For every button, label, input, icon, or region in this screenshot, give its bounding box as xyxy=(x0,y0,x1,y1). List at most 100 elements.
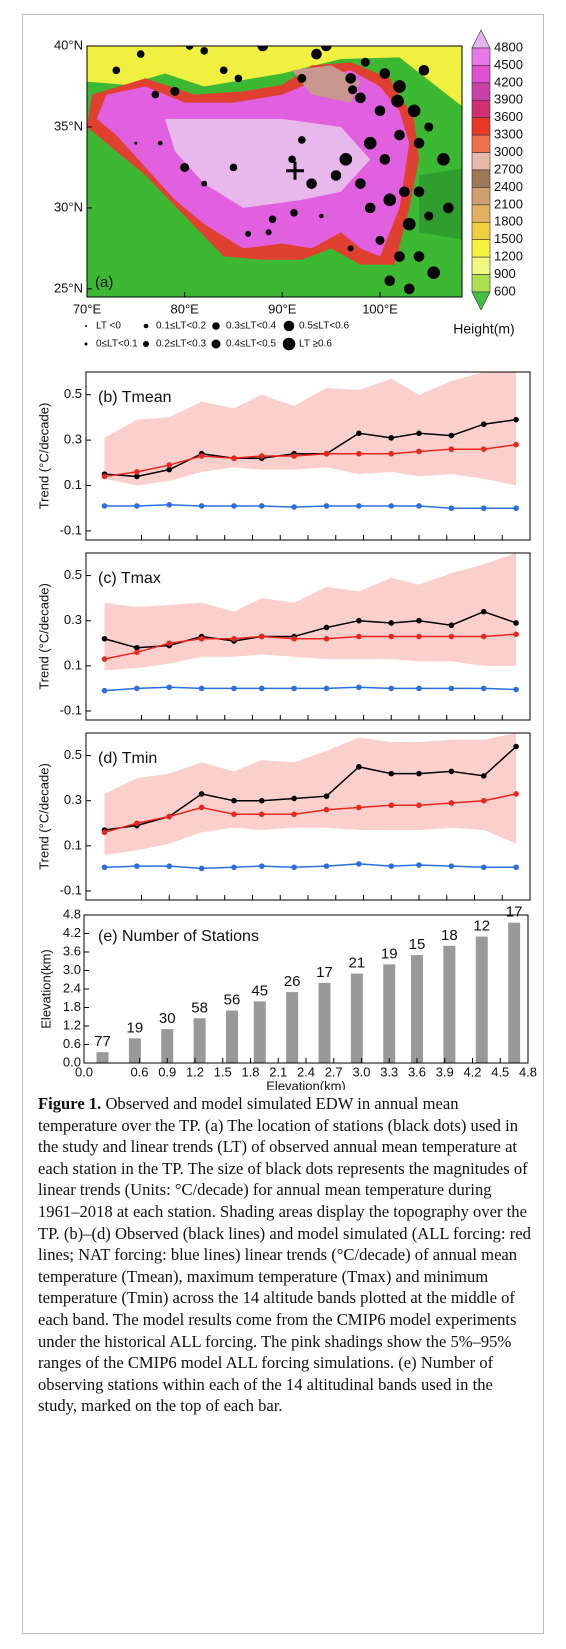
series-point xyxy=(449,622,455,628)
x-tick-label: 2.7 xyxy=(325,1064,343,1079)
y-tick-label: 1.2 xyxy=(63,1017,81,1032)
series-point xyxy=(481,505,487,511)
station-dot xyxy=(394,251,405,262)
station-dot xyxy=(201,181,207,187)
series-line xyxy=(105,505,517,508)
series-point xyxy=(449,446,455,452)
series-point xyxy=(388,771,394,777)
station-dot xyxy=(112,66,120,74)
colorbar-label: 2100 xyxy=(494,196,523,211)
x-tick-label: 2.4 xyxy=(297,1064,315,1079)
series-point xyxy=(166,462,172,468)
station-dot xyxy=(306,178,317,189)
series-point xyxy=(324,863,330,869)
series-point xyxy=(199,805,205,811)
panel-label: (a) xyxy=(95,274,113,291)
x-tick-label: 3.9 xyxy=(436,1064,454,1079)
station-dot xyxy=(230,164,238,172)
colorbar-label: 4500 xyxy=(494,57,523,72)
bar xyxy=(319,983,331,1063)
bar-count: 19 xyxy=(381,945,398,962)
series-point xyxy=(388,620,394,626)
range-band xyxy=(105,553,517,670)
series-point xyxy=(416,634,422,640)
series-point xyxy=(102,474,108,480)
legend-label: 0.3≤LT<0.4 xyxy=(226,321,276,332)
series-point xyxy=(231,636,237,642)
series-point xyxy=(481,609,487,615)
station-dot xyxy=(355,93,366,104)
station-dot xyxy=(348,85,357,94)
series-point xyxy=(416,802,422,808)
legend-dot xyxy=(85,325,87,327)
y-tick-label: 0.1 xyxy=(64,477,82,492)
bar-count: 21 xyxy=(349,955,366,972)
colorbar-label: 3600 xyxy=(494,109,523,124)
colorbar-label: 3900 xyxy=(494,92,523,107)
series-point xyxy=(231,503,237,509)
y-tick-label: 0.3 xyxy=(64,432,82,447)
legend-label: LT ≥0.6 xyxy=(299,339,332,350)
x-tick-label: 1.2 xyxy=(186,1064,204,1079)
colorbar-label: 4200 xyxy=(494,74,523,89)
series-line xyxy=(105,864,517,869)
panel-title: (d) Tmin xyxy=(98,750,157,767)
series-point xyxy=(449,634,455,640)
series-point xyxy=(356,764,362,770)
y-tick-label: -0.1 xyxy=(60,702,82,717)
y-tick-label: 1.8 xyxy=(63,999,81,1014)
colorbar-box xyxy=(472,118,490,135)
x-tick-label: 70°E xyxy=(73,301,102,316)
series-point xyxy=(356,805,362,811)
series-point xyxy=(199,636,205,642)
x-axis-label: Elevation(km) xyxy=(266,1078,345,1090)
station-dot xyxy=(384,276,395,287)
series-point xyxy=(416,862,422,868)
series-point xyxy=(513,744,519,750)
bar-count: 45 xyxy=(251,982,268,999)
station-dot xyxy=(393,80,406,93)
bar xyxy=(254,1001,266,1063)
station-dot xyxy=(331,170,342,181)
station-dot xyxy=(297,74,306,83)
legend-label: LT <0 xyxy=(96,321,121,332)
series-point xyxy=(231,798,237,804)
bar-count: 19 xyxy=(127,1019,144,1036)
colorbar-label: 2700 xyxy=(494,161,523,176)
y-tick-label: 0.3 xyxy=(64,612,82,627)
series-point xyxy=(449,769,455,775)
series-point xyxy=(324,807,330,813)
series-point xyxy=(134,503,140,509)
series-point xyxy=(231,811,237,817)
series-point xyxy=(513,631,519,637)
series-point xyxy=(259,634,265,640)
series-point xyxy=(166,814,172,820)
station-dot xyxy=(383,194,396,207)
series-point xyxy=(513,442,519,448)
colorbar-label: 3300 xyxy=(494,127,523,142)
x-tick-label: 4.5 xyxy=(491,1064,509,1079)
station-dot xyxy=(419,65,430,76)
bar-count: 26 xyxy=(284,973,301,990)
map-body xyxy=(87,30,468,297)
colorbar-box xyxy=(472,48,490,65)
station-dot xyxy=(437,153,450,166)
series-point xyxy=(166,640,172,646)
series-point xyxy=(166,863,172,869)
bar xyxy=(508,923,520,1063)
series-point xyxy=(513,505,519,511)
caption-text: Observed and model simulated EDW in annu… xyxy=(38,1094,531,1415)
colorbar-label: 1200 xyxy=(494,249,523,264)
series-point xyxy=(231,864,237,870)
bar xyxy=(161,1029,173,1063)
series-point xyxy=(102,656,108,662)
station-dot xyxy=(348,245,354,251)
station-dot xyxy=(394,130,405,141)
series-point xyxy=(231,686,237,692)
colorbar-label: 900 xyxy=(494,266,516,281)
x-tick-label: 3.6 xyxy=(408,1064,426,1079)
bar xyxy=(443,946,455,1063)
series-point xyxy=(513,687,519,693)
colorbar-title: Height(m) xyxy=(453,321,514,337)
series-point xyxy=(388,503,394,509)
